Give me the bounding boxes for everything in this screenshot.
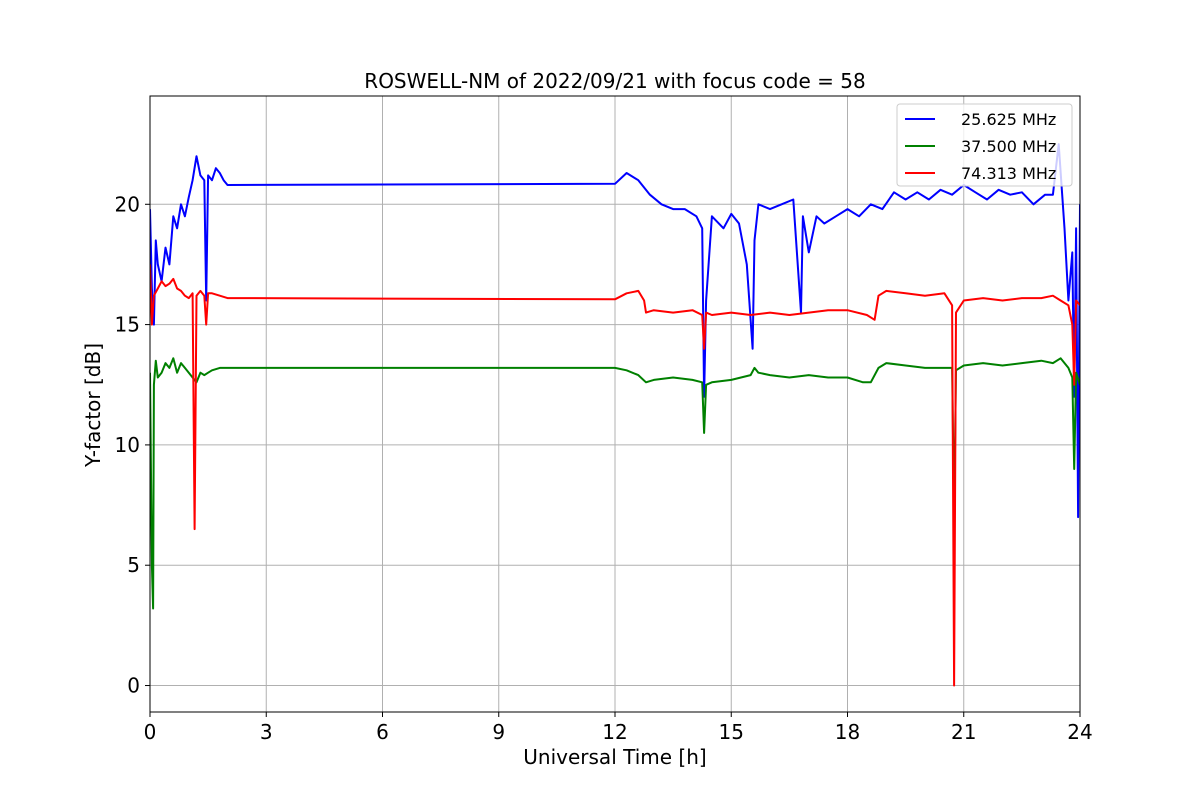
- x-tick-label: 9: [492, 720, 505, 744]
- y-tick-label: 15: [115, 313, 140, 337]
- legend-box: [896, 103, 1073, 187]
- series-line-1: [150, 143, 1080, 519]
- x-tick-label: 18: [835, 720, 860, 744]
- y-tick-label: 10: [115, 433, 140, 457]
- y-axis-label: Y-factor [dB]: [81, 343, 105, 468]
- y-tick-label: 20: [115, 192, 140, 216]
- x-tick-label: 3: [260, 720, 273, 744]
- series-line-3: [150, 264, 1080, 687]
- x-tick-label: 21: [951, 720, 976, 744]
- x-axis-label: Universal Time [h]: [523, 745, 706, 769]
- legend: 25.625 MHz 37.500 MHz 74.313 MHz: [896, 103, 1073, 187]
- x-tick-label: 15: [719, 720, 744, 744]
- legend-label-2: 37.500 MHz: [961, 137, 1056, 156]
- y-tick-label: 5: [127, 553, 140, 577]
- y-tick-label: 0: [127, 674, 140, 698]
- series-layer: [150, 143, 1080, 687]
- chart-title: ROSWELL-NM of 2022/09/21 with focus code…: [364, 69, 865, 93]
- x-tick-label: 24: [1067, 720, 1092, 744]
- x-axis: 0 3 6 9 12 15 18 21 24: [144, 712, 1093, 744]
- series-line-2: [150, 357, 1080, 610]
- x-tick-label: 12: [602, 720, 627, 744]
- legend-label-3: 74.313 MHz: [961, 164, 1056, 183]
- x-tick-label: 0: [144, 720, 157, 744]
- y-axis: 0 5 10 15 20: [115, 192, 150, 698]
- x-tick-label: 6: [376, 720, 389, 744]
- legend-label-1: 25.625 MHz: [961, 110, 1056, 129]
